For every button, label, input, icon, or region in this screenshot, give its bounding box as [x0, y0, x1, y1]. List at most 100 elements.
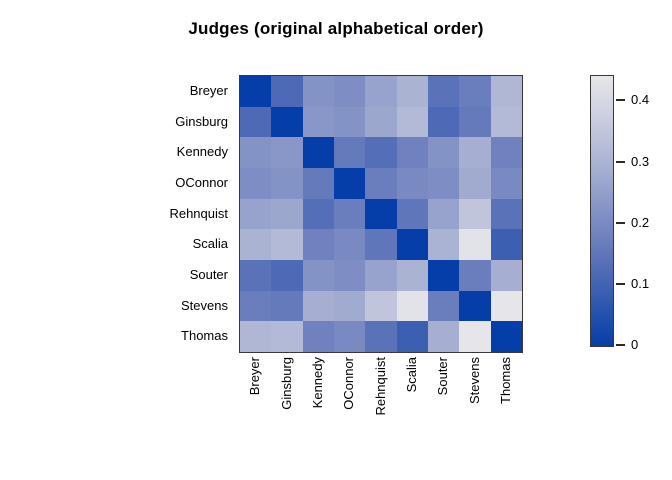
heatmap-cell [334, 198, 366, 230]
x-axis-label: Scalia [403, 357, 419, 393]
y-axis-label: Ginsburg [175, 113, 228, 129]
colorbar-tick-label: 0.2 [631, 214, 650, 230]
heatmap-cell [428, 198, 460, 230]
heatmap-cell [459, 198, 491, 230]
heatmap-cell [334, 76, 366, 107]
colorbar-tick [616, 282, 625, 285]
heatmap-cell [240, 290, 272, 322]
x-axis-label: Thomas [497, 357, 513, 404]
x-axis-label: Souter [435, 357, 451, 396]
heatmap-cell [240, 76, 272, 107]
heatmap-cell [490, 198, 522, 230]
heatmap-cell [302, 106, 334, 138]
x-axis-label: Ginsburg [278, 357, 294, 410]
heatmap-cell [365, 106, 397, 138]
heatmap-cell [334, 167, 366, 199]
heatmap-cell [271, 321, 303, 352]
heatmap-cell [240, 229, 272, 260]
heatmap-cell [302, 321, 334, 352]
heatmap-cell [334, 259, 366, 291]
chart-title: Judges (original alphabetical order) [188, 19, 484, 38]
heatmap-cell [365, 321, 397, 352]
heatmap-cell [459, 137, 491, 168]
y-axis-label: Breyer [189, 82, 228, 98]
heatmap-cell [240, 321, 272, 352]
heatmap-cell [271, 167, 303, 199]
heatmap-cell [428, 167, 460, 199]
colorbar-tick [616, 221, 625, 224]
heatmap-cell [490, 321, 522, 352]
heatmap-cell [396, 259, 428, 291]
heatmap-cell [334, 321, 366, 352]
heatmap-cell [365, 290, 397, 322]
heatmap-cell [459, 106, 491, 138]
colorbar-tick [616, 99, 625, 102]
heatmap-cell [428, 321, 460, 352]
x-axis-label: OConnor [341, 357, 357, 410]
heatmap-cell [490, 167, 522, 199]
heatmap-cell [334, 229, 366, 260]
heatmap-cell [459, 167, 491, 199]
y-axis-label: Stevens [181, 297, 228, 313]
y-axis-label: Thomas [181, 328, 228, 344]
heatmap-cell [365, 137, 397, 168]
heatmap-cell [334, 290, 366, 322]
heatmap-cell [240, 106, 272, 138]
heatmap-cell [240, 259, 272, 291]
heatmap-cell [459, 229, 491, 260]
heatmap-cell [271, 259, 303, 291]
heatmap-cell [240, 198, 272, 230]
heatmap-cell [271, 137, 303, 168]
heatmap-cell [459, 259, 491, 291]
heatmap-cell [428, 76, 460, 107]
heatmap-cell [396, 167, 428, 199]
heatmap-cell [365, 259, 397, 291]
heatmap-cell [302, 229, 334, 260]
x-axis-label: Kennedy [309, 357, 325, 409]
heatmap-cell [240, 137, 272, 168]
heatmap-cell [396, 198, 428, 230]
colorbar-tick-label: 0 [631, 337, 639, 352]
heatmap-cell [459, 321, 491, 352]
heatmap-cell [396, 290, 428, 322]
heatmap-cell [490, 259, 522, 291]
heatmap-cell [490, 137, 522, 168]
heatmap-cell [271, 198, 303, 230]
colorbar-tick-label: 0.1 [631, 275, 650, 291]
heatmap-cell [459, 290, 491, 322]
heatmap-cell [490, 290, 522, 322]
heatmap-cell [396, 106, 428, 138]
heatmap-cell [396, 76, 428, 107]
heatmap-cell [334, 137, 366, 168]
heatmap-cell [302, 76, 334, 107]
heatmap-cell [302, 137, 334, 168]
y-axis-label: Souter [189, 266, 228, 282]
colorbar-tick [616, 344, 625, 346]
heatmap-cell [365, 198, 397, 230]
heatmap-cell [396, 321, 428, 352]
y-axis-label: Scalia [192, 236, 228, 252]
heatmap-cell [302, 290, 334, 322]
heatmap-cell [490, 76, 522, 107]
heatmap-cell [302, 198, 334, 230]
heatmap-cell [490, 229, 522, 260]
heatmap-cell [271, 106, 303, 138]
heatmap-cell [365, 229, 397, 260]
y-axis-label: OConnor [175, 174, 228, 190]
colorbar-gradient [590, 75, 614, 347]
heatmap-cell [490, 106, 522, 138]
heatmap-cell [302, 167, 334, 199]
heatmap-cell [365, 76, 397, 107]
heatmap-cell [428, 290, 460, 322]
x-axis-label: Breyer [247, 357, 263, 396]
colorbar-tick [616, 160, 625, 163]
heatmap-cell [396, 137, 428, 168]
heatmap-cell [428, 106, 460, 138]
heatmap-cell [396, 229, 428, 260]
heatmap-cell [428, 137, 460, 168]
heatmap-cell [334, 106, 366, 138]
heatmap-grid [239, 75, 523, 353]
heatmap-cell [271, 229, 303, 260]
x-axis-label: Rehnquist [372, 357, 388, 416]
